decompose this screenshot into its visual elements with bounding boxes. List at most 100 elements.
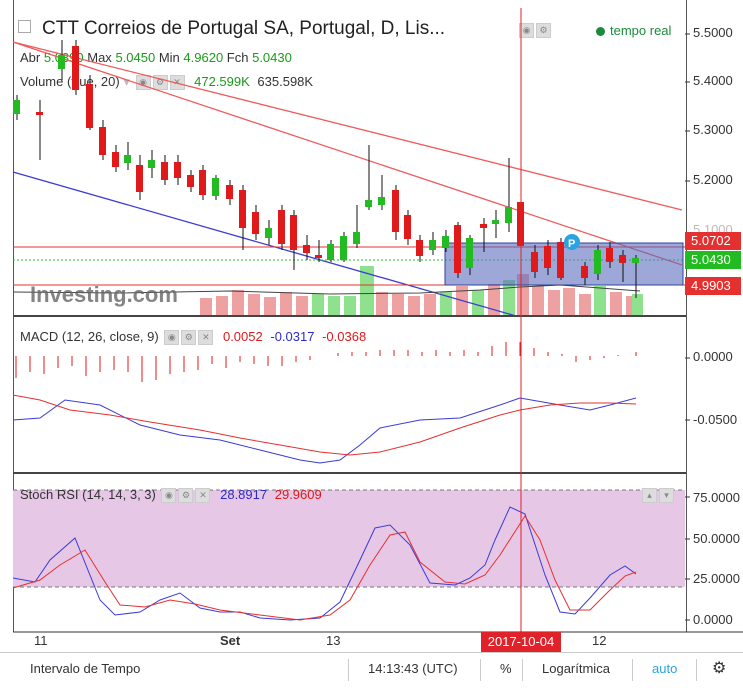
date-axis-label: 12: [592, 633, 607, 648]
trendline-red-upper: [12, 41, 683, 211]
candle: [187, 175, 194, 187]
close-label: Fch: [226, 50, 249, 65]
volume-label: Volume (true, 20): [20, 74, 120, 89]
settings-icon[interactable]: ⚙: [536, 23, 551, 39]
price-chart[interactable]: P: [0, 0, 743, 650]
candle: [58, 55, 65, 69]
candle: [606, 248, 613, 262]
volume-bar: [280, 292, 292, 315]
macd-hist-value: 0.0052: [222, 329, 263, 344]
settings-icon[interactable]: ⚙: [181, 330, 197, 346]
candles: [13, 40, 639, 298]
percent-toggle[interactable]: %: [500, 661, 512, 676]
live-label: tempo real: [610, 23, 672, 38]
volume-bar: [424, 294, 436, 315]
volume-bar: [632, 294, 643, 315]
close-icon[interactable]: ✕: [198, 330, 214, 346]
candle: [442, 236, 449, 248]
eye-icon[interactable]: ◉: [164, 330, 180, 346]
macd-line: [12, 397, 637, 464]
candle: [148, 160, 155, 168]
candle: [327, 244, 334, 260]
collapse-icon[interactable]: [18, 20, 31, 33]
volume-bar: [563, 288, 575, 315]
candle: [581, 266, 588, 278]
divider: [696, 659, 697, 681]
maximize-icon[interactable]: ▴: [642, 488, 657, 504]
volume-bar: [408, 296, 420, 315]
gear-icon[interactable]: ⚙: [712, 660, 727, 677]
candle: [505, 207, 512, 223]
volume-bar: [312, 294, 324, 315]
eye-icon[interactable]: ◉: [519, 23, 534, 39]
macd-label: MACD (12, 26, close, 9): [20, 329, 159, 344]
candle: [429, 240, 436, 250]
stoch-axis-label: 0.0000: [693, 612, 733, 627]
candle: [36, 112, 43, 115]
volume-value: 472.599K: [194, 74, 250, 89]
volume-ma-line: [12, 284, 641, 295]
auto-toggle[interactable]: auto: [652, 661, 678, 676]
candle: [531, 252, 538, 272]
candle: [340, 236, 347, 260]
dropdown-icon[interactable]: ▾: [123, 74, 130, 89]
candle: [212, 178, 219, 196]
candle: [392, 190, 399, 232]
ohlc-legend: Abr 5.0390 Max 5.0450 Min 4.9620 Fch 5.0…: [20, 50, 292, 65]
volume-bar: [594, 286, 606, 315]
close-icon[interactable]: ✕: [195, 488, 211, 504]
interval-button[interactable]: Intervalo de Tempo: [30, 661, 141, 676]
bottom-toolbar: Intervalo de Tempo 14:13:43 (UTC) % Loga…: [0, 652, 743, 688]
volume-bar: [264, 297, 276, 315]
live-dot-icon: [596, 27, 605, 37]
candle: [544, 246, 551, 268]
minimize-icon[interactable]: ▾: [659, 488, 674, 504]
stoch-k-line: [12, 506, 637, 621]
candle: [161, 162, 168, 180]
volume-bar: [610, 292, 622, 315]
volume-bar: [344, 296, 356, 315]
macd-histogram: [15, 342, 637, 382]
log-toggle[interactable]: Logarítmica: [542, 661, 610, 676]
candle: [13, 100, 20, 114]
stoch-label: Stoch RSI (14, 14, 3, 3): [20, 487, 156, 502]
high-label: Max: [87, 50, 112, 65]
stoch-d-value: 29.9609: [274, 487, 322, 502]
high-value: 5.0450: [115, 50, 156, 65]
candle: [416, 240, 423, 256]
stoch-d-line: [12, 515, 637, 621]
macd-axis-label: -0.0500: [693, 412, 738, 427]
price-tag-last: 5.0430: [685, 251, 741, 269]
volume-bar: [360, 266, 374, 315]
settings-icon[interactable]: ⚙: [178, 488, 194, 504]
pane-separator: [13, 472, 686, 474]
eye-icon[interactable]: ◉: [161, 488, 177, 504]
settings-icon[interactable]: ⚙: [152, 75, 168, 91]
candle: [290, 215, 297, 250]
candle: [252, 212, 259, 234]
divider: [522, 659, 523, 681]
stoch-axis-label: 75.0000: [693, 490, 740, 505]
crosshair-date-label: 2017-10-04: [481, 632, 561, 652]
macd-value: -0.0317: [270, 329, 315, 344]
pane-buttons: ▴ ▾: [640, 487, 674, 505]
p-marker-icon: [564, 234, 580, 250]
pane-separator: [13, 315, 686, 317]
divider: [348, 659, 349, 681]
clock-readout[interactable]: 14:13:43 (UTC): [368, 661, 458, 676]
volume-bars: [200, 266, 643, 315]
volume-bar: [503, 280, 515, 315]
candle: [454, 225, 461, 273]
candle: [174, 162, 181, 178]
candle: [99, 127, 106, 155]
volume-bar: [216, 296, 228, 315]
title-buttons: ◉ ⚙: [517, 22, 551, 40]
candle: [404, 215, 411, 239]
candle: [124, 155, 131, 163]
candle: [492, 220, 499, 224]
open-label: Abr: [20, 50, 41, 65]
candle: [226, 185, 233, 199]
volume-bar: [440, 292, 452, 315]
volume-legend: Volume (true, 20) ▾ ◉ ⚙ ✕ 472.599K 635.598…: [20, 74, 313, 91]
volume-bar: [488, 284, 500, 315]
